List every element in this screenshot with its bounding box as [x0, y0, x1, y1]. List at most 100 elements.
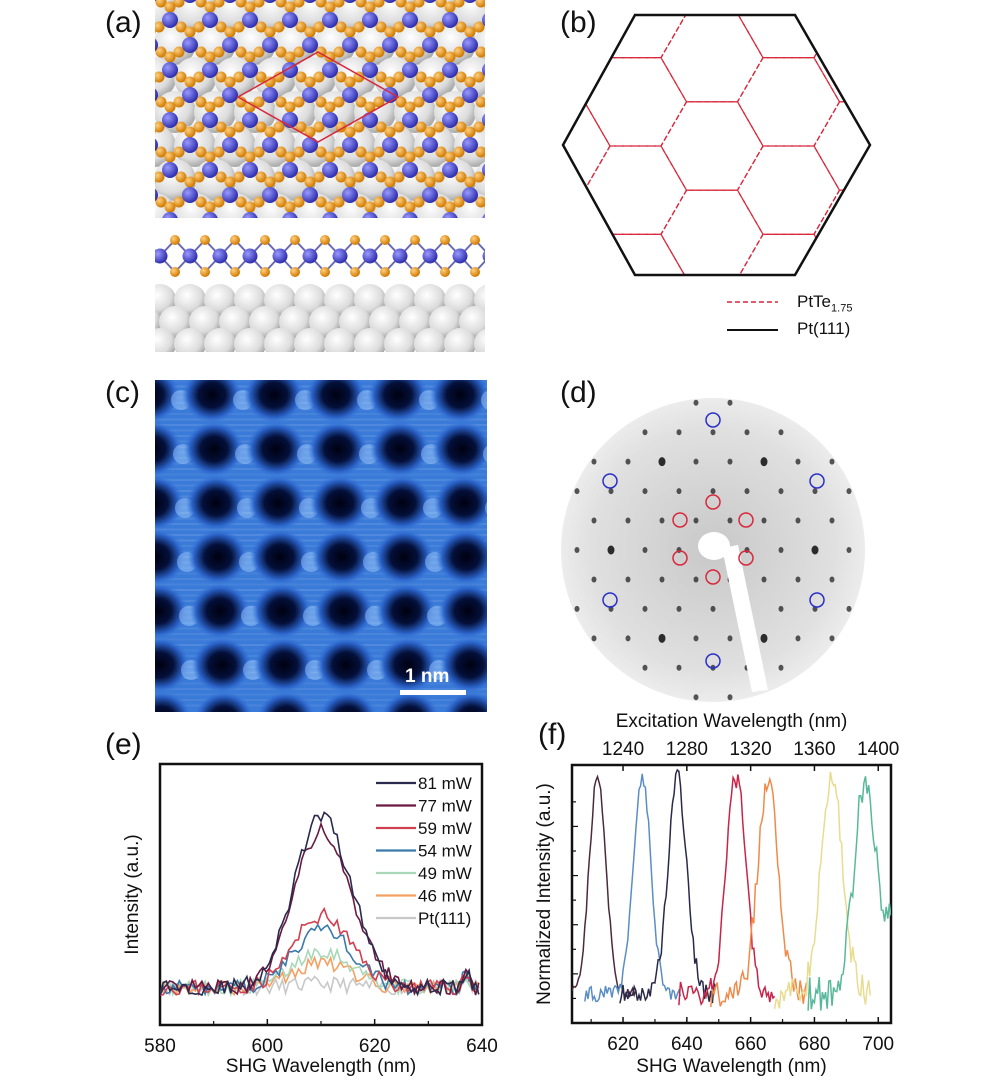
legend-b-item-pttel: PtTe1.75: [797, 292, 852, 314]
te-atom: [494, 147, 505, 158]
pt-atom: [242, 212, 258, 218]
red-marker-circle: [672, 550, 688, 566]
scan-line: [155, 479, 487, 481]
te-atom: [525, 152, 536, 163]
te-atom: [534, 47, 545, 58]
te-atom: [516, 0, 527, 8]
stm-hole: [496, 475, 556, 531]
pt-atom: [362, 212, 378, 218]
pttel-cell: [736, 57, 841, 147]
series-line: [773, 771, 872, 1010]
x2-tick-label: 1280: [666, 739, 708, 760]
diffraction-spot: [745, 370, 750, 376]
stm-hole: [155, 380, 180, 423]
te-atom: [233, 121, 245, 133]
stm-hole: [155, 421, 182, 477]
legend-label: 54 mW: [418, 842, 472, 861]
stm-hole: [314, 583, 374, 639]
pt-atom: [442, 162, 458, 178]
te-atom: [484, 104, 485, 110]
te-atom: [136, 72, 147, 83]
te-atom: [155, 129, 156, 135]
te-atom: [114, 72, 125, 83]
legend-label: 49 mW: [418, 864, 472, 883]
substrate-atom: [155, 105, 156, 119]
diffraction-spot: [744, 488, 750, 495]
pt111-hexagon: [561, 13, 872, 277]
te-atom: [353, 171, 365, 183]
te-atom: [470, 235, 480, 245]
te-atom: [125, 202, 136, 213]
te-atom: [233, 21, 245, 33]
diffraction-spot: [846, 605, 852, 612]
pt-atom: [482, 13, 485, 27]
stm-bright-spot: [543, 390, 563, 410]
te-atom: [155, 29, 156, 35]
diffraction-spot: [473, 370, 478, 376]
te-atom: [244, 201, 256, 213]
substrate-atom: [155, 173, 156, 187]
bond: [159, 220, 170, 227]
diffraction-spot: [659, 576, 665, 583]
te-atom: [516, 197, 527, 208]
stm-hole: [246, 421, 306, 477]
stm-hole: [378, 637, 438, 693]
te-atom: [313, 171, 325, 183]
stm-hole: [492, 367, 552, 423]
stm-hole: [254, 637, 314, 693]
bond: [490, 120, 501, 127]
legend-b-item-pt111: Pt(111): [797, 319, 851, 338]
substrate-atom: [264, 328, 296, 352]
diffraction-spot: [965, 634, 972, 643]
pt-atom: [422, 187, 438, 203]
stm-hole: [155, 691, 192, 712]
bond: [450, 220, 461, 227]
pttel-cell: [660, 189, 764, 275]
te-atom: [364, 1, 376, 13]
te-atom: [244, 1, 256, 13]
bond: [139, 0, 150, 2]
te-atom: [344, 26, 356, 38]
bond: [279, 220, 290, 227]
pttel-cell: [813, 189, 870, 275]
te-atom: [355, 46, 367, 58]
te-atom: [204, 51, 216, 63]
te-atom: [434, 222, 445, 233]
te-atom: [155, 196, 167, 208]
panel-e-label: (e): [105, 728, 142, 761]
scan-line: [155, 638, 487, 641]
pt-atom: [202, 62, 218, 78]
pt-atom: [422, 137, 438, 153]
te-atom: [255, 121, 267, 133]
diffraction-spot: [608, 664, 614, 671]
x2-tick-label: 1320: [729, 739, 771, 760]
stm-bright-spot: [121, 714, 141, 734]
te-atom: [184, 76, 196, 88]
te-atom: [433, 71, 445, 83]
diffraction-spot: [561, 576, 563, 583]
diffraction-spot: [881, 547, 886, 553]
stm-hole: [440, 637, 487, 693]
bond: [490, 220, 501, 227]
te-atom: [473, 21, 485, 33]
pt-atom: [242, 12, 258, 28]
bond: [499, 95, 510, 102]
te-atom: [424, 126, 436, 138]
scan-line: [155, 583, 487, 586]
te-atom: [354, 222, 365, 233]
te-atom: [260, 235, 270, 245]
diffraction-spot: [574, 429, 580, 436]
blue-marker-circle: [602, 473, 618, 489]
diffraction-spot: [676, 605, 682, 612]
te-atom: [353, 21, 365, 33]
te-atom: [295, 171, 307, 183]
substrate-atom: [514, 91, 556, 133]
diffraction-spot: [795, 635, 801, 642]
te-atom: [376, 222, 387, 233]
stm-hole: [70, 691, 130, 747]
te-atom: [455, 171, 467, 183]
stm-hole: [155, 583, 188, 639]
te-atom: [155, 96, 167, 108]
bond: [130, 70, 141, 77]
